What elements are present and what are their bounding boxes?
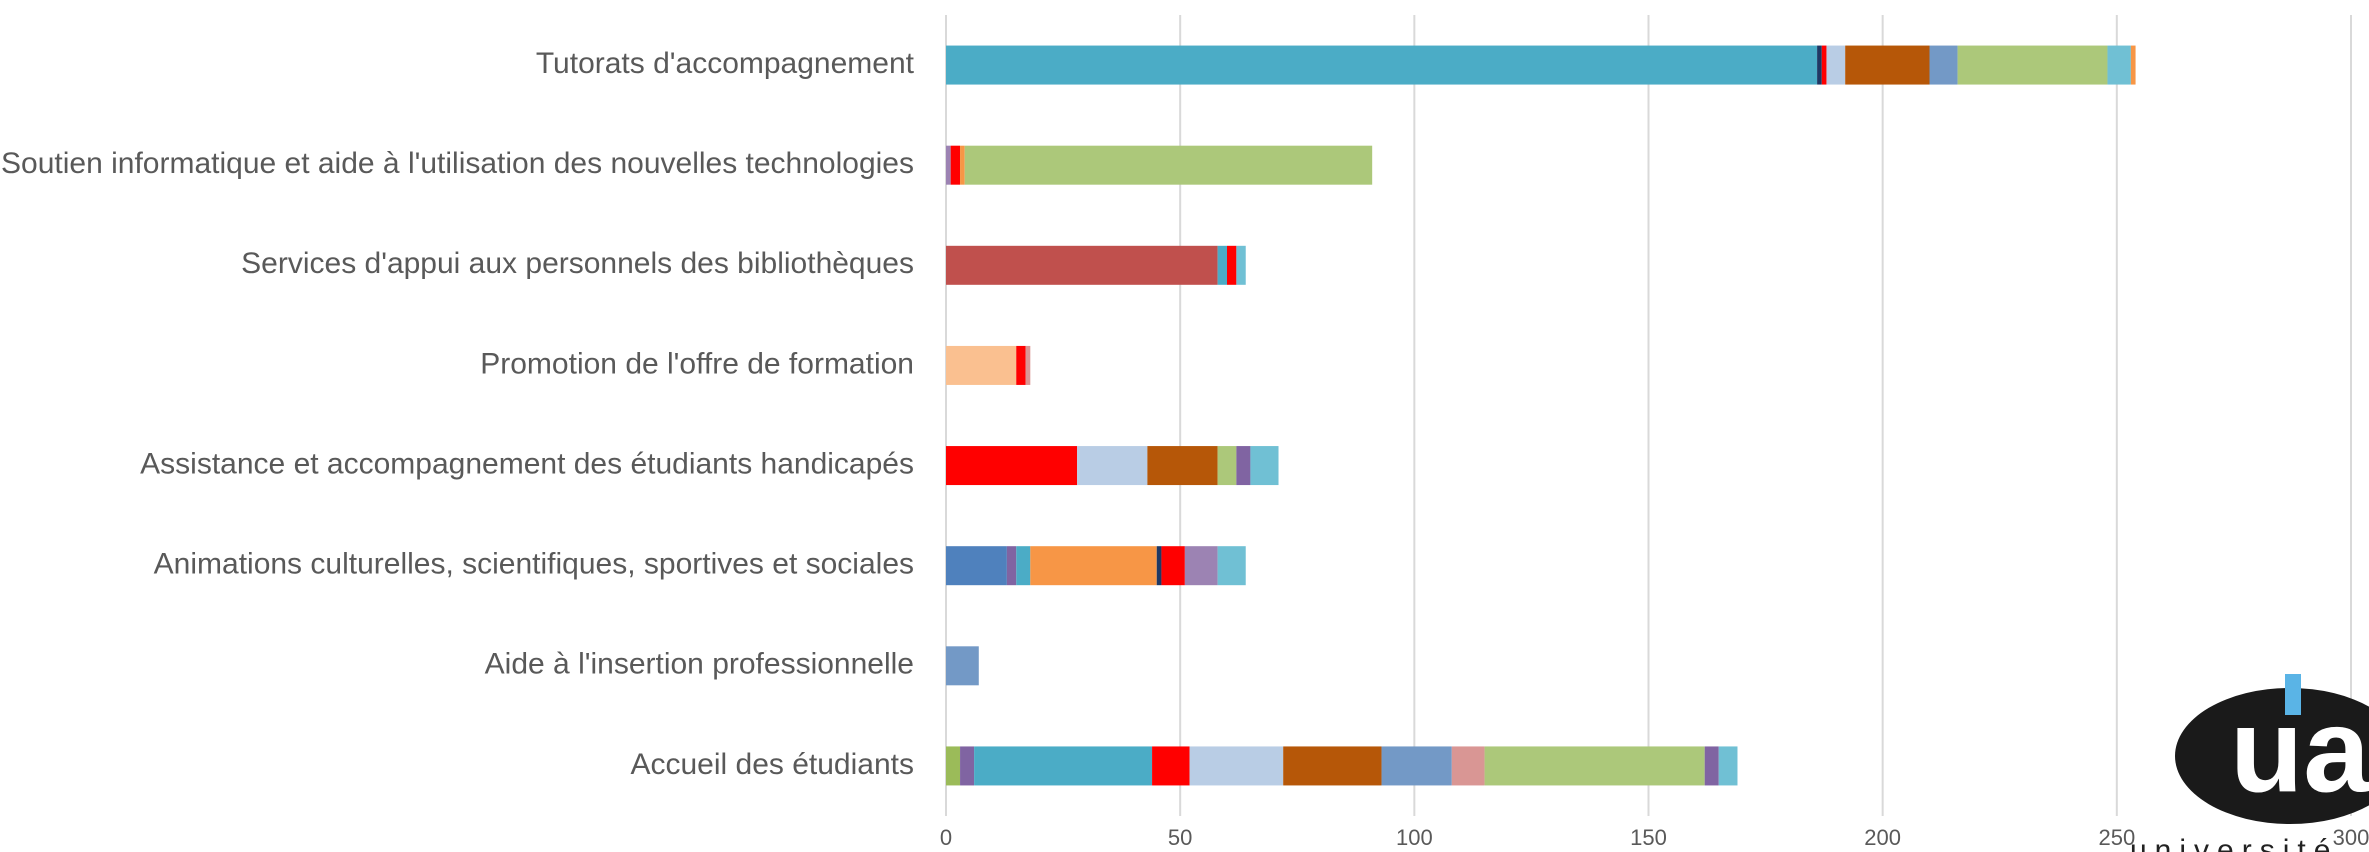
x-tick-label: 50 xyxy=(1168,825,1192,850)
bar-segment xyxy=(1217,245,1227,285)
bar-segment xyxy=(1030,546,1157,586)
bar-segment xyxy=(1283,746,1382,786)
logo-bar xyxy=(2285,674,2301,715)
bar-segment xyxy=(946,45,1818,85)
bar-segment xyxy=(1821,45,1827,85)
bar-segment xyxy=(960,746,975,786)
bar-segment xyxy=(1957,45,2108,85)
bar-segment xyxy=(1152,746,1190,786)
x-tick-label: 250 xyxy=(2098,825,2135,850)
bar-segment xyxy=(1016,546,1031,586)
category-label: Assistance et accompagnement des étudian… xyxy=(140,447,914,480)
bar-segment xyxy=(1156,546,1162,586)
bar-segment xyxy=(1077,446,1148,486)
x-tick-label: 150 xyxy=(1630,825,1667,850)
bar-segment xyxy=(1236,446,1251,486)
bar-segment xyxy=(1484,746,1705,786)
bar-segment xyxy=(1929,45,1958,85)
bar-segment xyxy=(1184,546,1218,586)
category-label: Services d'appui aux personnels des bibl… xyxy=(241,247,914,280)
bar-segment xyxy=(946,746,961,786)
x-tick-label: 300 xyxy=(2333,825,2369,850)
bar-segment xyxy=(946,145,951,185)
bar-segment xyxy=(1217,546,1246,586)
bar-segment xyxy=(960,145,965,185)
bar-segment xyxy=(946,646,979,686)
logo-ellipse xyxy=(2175,688,2369,824)
bar-segment xyxy=(1006,546,1017,586)
bar-segment xyxy=(946,345,1017,385)
category-label: Aide à l'insertion professionnelle xyxy=(485,648,914,681)
bar-segment xyxy=(1845,45,1930,85)
bar-segment xyxy=(2130,45,2136,85)
category-label: Accueil des étudiants xyxy=(630,748,914,781)
bar-segment xyxy=(1227,245,1237,285)
logo-caption: université xyxy=(2130,834,2338,852)
bar-segment xyxy=(1250,446,1279,486)
x-tick-label: 100 xyxy=(1396,825,1433,850)
bar-segment xyxy=(946,546,1007,586)
x-tick-label: 0 xyxy=(940,825,952,850)
bar-segment xyxy=(946,245,1218,285)
bar-segment xyxy=(1161,546,1185,586)
bar-segment xyxy=(1451,746,1485,786)
category-label: Animations culturelles, scientifiques, s… xyxy=(154,548,914,581)
bar-segment xyxy=(950,145,961,185)
x-tick-label: 200 xyxy=(1864,825,1901,850)
logo: ua université xyxy=(2130,674,2369,852)
bar-segment xyxy=(1236,245,1246,285)
category-label: Tutorats d'accompagnement xyxy=(536,47,915,80)
bar-segment xyxy=(1016,345,1026,385)
logo-text: ua xyxy=(2230,684,2369,818)
bar-segment xyxy=(946,446,1078,486)
bar-segment xyxy=(964,145,1373,185)
bar-segment xyxy=(1217,446,1237,486)
bar-segment xyxy=(1826,45,1846,85)
bar-segment xyxy=(974,746,1153,786)
category-label: Soutien informatique et aide à l'utilisa… xyxy=(1,147,914,180)
bar-segment xyxy=(1147,446,1218,486)
bar-segment xyxy=(1025,345,1031,385)
bar-segment xyxy=(1381,746,1452,786)
bar-segment xyxy=(1189,746,1284,786)
bar-segment xyxy=(1704,746,1719,786)
category-label: Promotion de l'offre de formation xyxy=(480,347,914,380)
bar-segment xyxy=(1817,45,1822,85)
bar-segment xyxy=(1718,746,1738,786)
bar-segment xyxy=(2107,45,2131,85)
